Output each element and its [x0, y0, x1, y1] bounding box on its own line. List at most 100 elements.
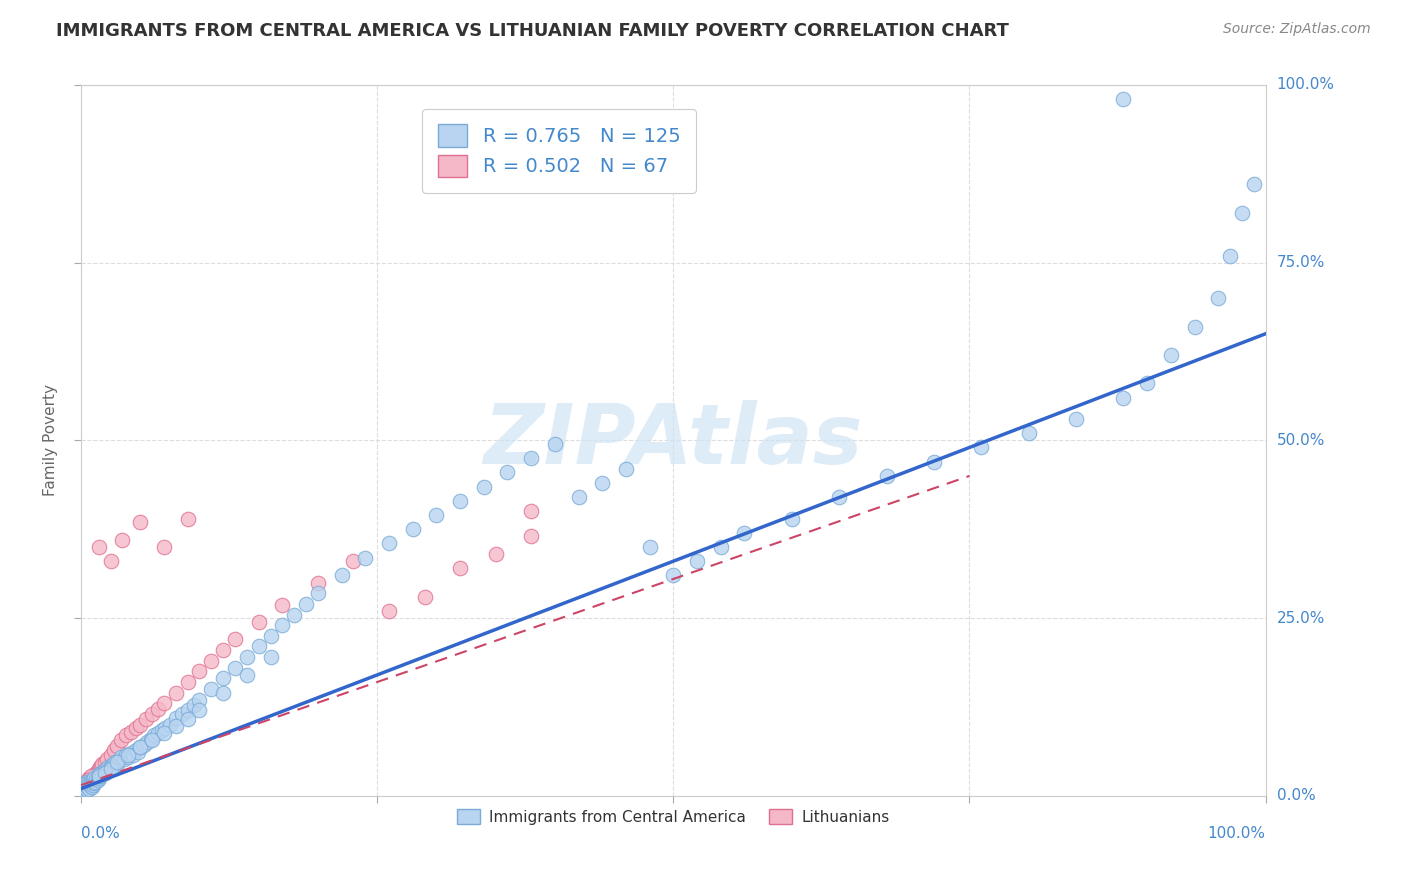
Point: [132, 738, 155, 752]
Point: [79, 781, 101, 796]
Point: [82, 771, 104, 785]
Point: [75, 781, 97, 796]
Point: [70, 781, 93, 796]
Point: [1112, 391, 1135, 405]
Point: [271, 599, 294, 613]
Point: [212, 643, 235, 657]
Point: [73, 778, 96, 792]
Point: [79, 776, 101, 790]
Point: [101, 756, 124, 771]
Point: [93, 755, 115, 769]
Point: [76, 774, 98, 789]
Point: [93, 766, 115, 780]
Point: [86, 764, 108, 778]
Point: [76, 783, 98, 797]
Point: [83, 771, 105, 785]
Point: [638, 540, 661, 554]
Point: [86, 772, 108, 786]
Point: [153, 726, 176, 740]
Point: [79, 779, 101, 793]
Point: [568, 490, 591, 504]
Point: [176, 511, 198, 525]
Point: [73, 780, 96, 795]
Text: IMMIGRANTS FROM CENTRAL AMERICA VS LITHUANIAN FAMILY POVERTY CORRELATION CHART: IMMIGRANTS FROM CENTRAL AMERICA VS LITHU…: [56, 22, 1010, 40]
Text: 100.0%: 100.0%: [1208, 826, 1265, 841]
Point: [91, 767, 114, 781]
Point: [104, 755, 127, 769]
Point: [103, 742, 125, 756]
Point: [72, 781, 94, 796]
Point: [93, 766, 115, 780]
Point: [354, 550, 377, 565]
Legend: R = 0.765   N = 125, R = 0.502   N = 67: R = 0.765 N = 125, R = 0.502 N = 67: [422, 109, 696, 193]
Point: [77, 780, 100, 795]
Point: [80, 776, 103, 790]
Point: [402, 522, 425, 536]
Point: [115, 728, 138, 742]
Point: [259, 629, 281, 643]
Point: [472, 479, 495, 493]
Point: [1184, 319, 1206, 334]
Point: [200, 682, 222, 697]
Point: [153, 721, 176, 735]
Point: [176, 675, 198, 690]
Point: [662, 568, 685, 582]
Point: [544, 437, 567, 451]
Point: [124, 721, 146, 735]
Point: [79, 769, 101, 783]
Point: [330, 568, 353, 582]
Point: [70, 785, 93, 799]
Point: [1018, 426, 1040, 441]
Point: [1243, 178, 1265, 192]
Point: [73, 776, 96, 790]
Point: [733, 525, 755, 540]
Point: [79, 774, 101, 789]
Point: [176, 703, 198, 717]
Point: [87, 762, 110, 776]
Point: [87, 771, 110, 785]
Point: [73, 776, 96, 790]
Point: [101, 760, 124, 774]
Point: [129, 740, 152, 755]
Point: [77, 778, 100, 792]
Point: [139, 731, 162, 746]
Point: [120, 724, 142, 739]
Point: [70, 785, 93, 799]
Point: [170, 706, 193, 721]
Point: [165, 710, 187, 724]
Point: [259, 650, 281, 665]
Point: [97, 760, 120, 774]
Point: [75, 776, 97, 790]
Point: [90, 759, 112, 773]
Point: [159, 717, 181, 731]
Point: [122, 747, 145, 762]
Point: [271, 618, 294, 632]
Point: [146, 702, 169, 716]
Point: [135, 712, 157, 726]
Point: [922, 455, 945, 469]
Point: [117, 747, 139, 762]
Point: [77, 776, 100, 790]
Point: [1064, 412, 1087, 426]
Point: [70, 781, 93, 796]
Point: [73, 784, 96, 798]
Point: [75, 781, 97, 796]
Point: [150, 723, 173, 738]
Point: [103, 759, 125, 773]
Point: [295, 597, 318, 611]
Point: [176, 712, 198, 726]
Point: [188, 665, 211, 679]
Point: [496, 466, 519, 480]
Point: [183, 698, 205, 712]
Point: [342, 554, 364, 568]
Point: [129, 740, 152, 755]
Point: [1206, 291, 1229, 305]
Point: [127, 745, 149, 759]
Text: 0.0%: 0.0%: [1277, 789, 1316, 804]
Point: [108, 753, 131, 767]
Point: [520, 529, 543, 543]
Point: [72, 783, 94, 797]
Point: [780, 511, 803, 525]
Point: [93, 764, 115, 778]
Point: [378, 536, 401, 550]
